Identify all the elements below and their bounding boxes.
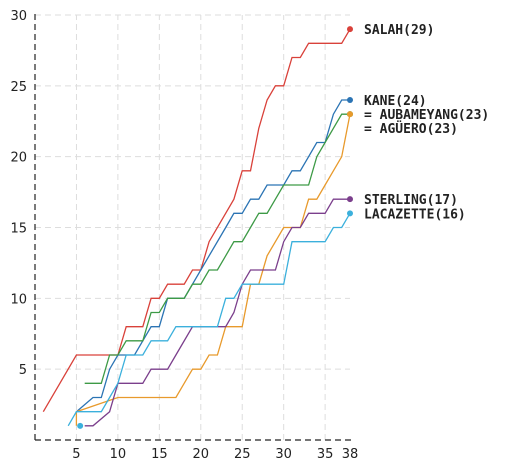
series-startpoint-lacazette — [77, 422, 84, 429]
x-tick-label: 10 — [110, 447, 127, 462]
series-lines — [42, 26, 353, 429]
y-tick-label: 5 — [19, 363, 27, 378]
series-endpoint-agüero — [347, 111, 353, 118]
y-tick-label: 15 — [10, 222, 27, 237]
end-labels: SALAH(29) KANE(24)= AUBAMEYANG(23)= AGÜER… — [364, 23, 489, 222]
x-tick-label: 38 — [342, 447, 359, 462]
x-tick-label: 20 — [193, 447, 210, 462]
x-tick-label: 15 — [151, 447, 168, 462]
series-line-aubameyang — [84, 113, 350, 384]
series-line-agüero — [75, 114, 351, 426]
y-tick-labels: 5 10 15 20 25 30 — [10, 9, 27, 378]
series-endpoint-kane — [347, 97, 353, 103]
y-tick-label: 20 — [10, 151, 27, 166]
y-tick-label: 30 — [10, 9, 27, 24]
series-endpoint-lacazette — [347, 210, 353, 217]
y-tick-label: 25 — [10, 80, 27, 95]
series-line-sterling — [84, 198, 350, 427]
x-tick-label: 35 — [317, 447, 334, 462]
series-line-lacazette — [67, 212, 351, 427]
grid — [35, 14, 350, 440]
series-endpoint-sterling — [347, 196, 353, 203]
end-label-lacazette: LACAZETTE(16) — [364, 207, 466, 222]
axes — [34, 10, 355, 441]
end-label-salah: SALAH(29) — [364, 23, 434, 38]
series-line-salah — [42, 28, 351, 413]
x-tick-label: 25 — [234, 447, 251, 462]
end-label-kane: KANE(24) — [364, 94, 427, 109]
end-label-aubameyang: = AUBAMEYANG(23) — [364, 108, 489, 123]
y-tick-label: 10 — [10, 292, 27, 307]
series-endpoint-salah — [347, 26, 353, 33]
x-tick-label: 5 — [72, 447, 80, 462]
x-tick-labels: 5 10 15 20 25 30 35 38 — [72, 447, 358, 462]
end-label-sterling: STERLING(17) — [364, 193, 458, 208]
x-tick-label: 30 — [275, 447, 292, 462]
end-label-agüero: = AGÜERO(23) — [364, 121, 458, 137]
